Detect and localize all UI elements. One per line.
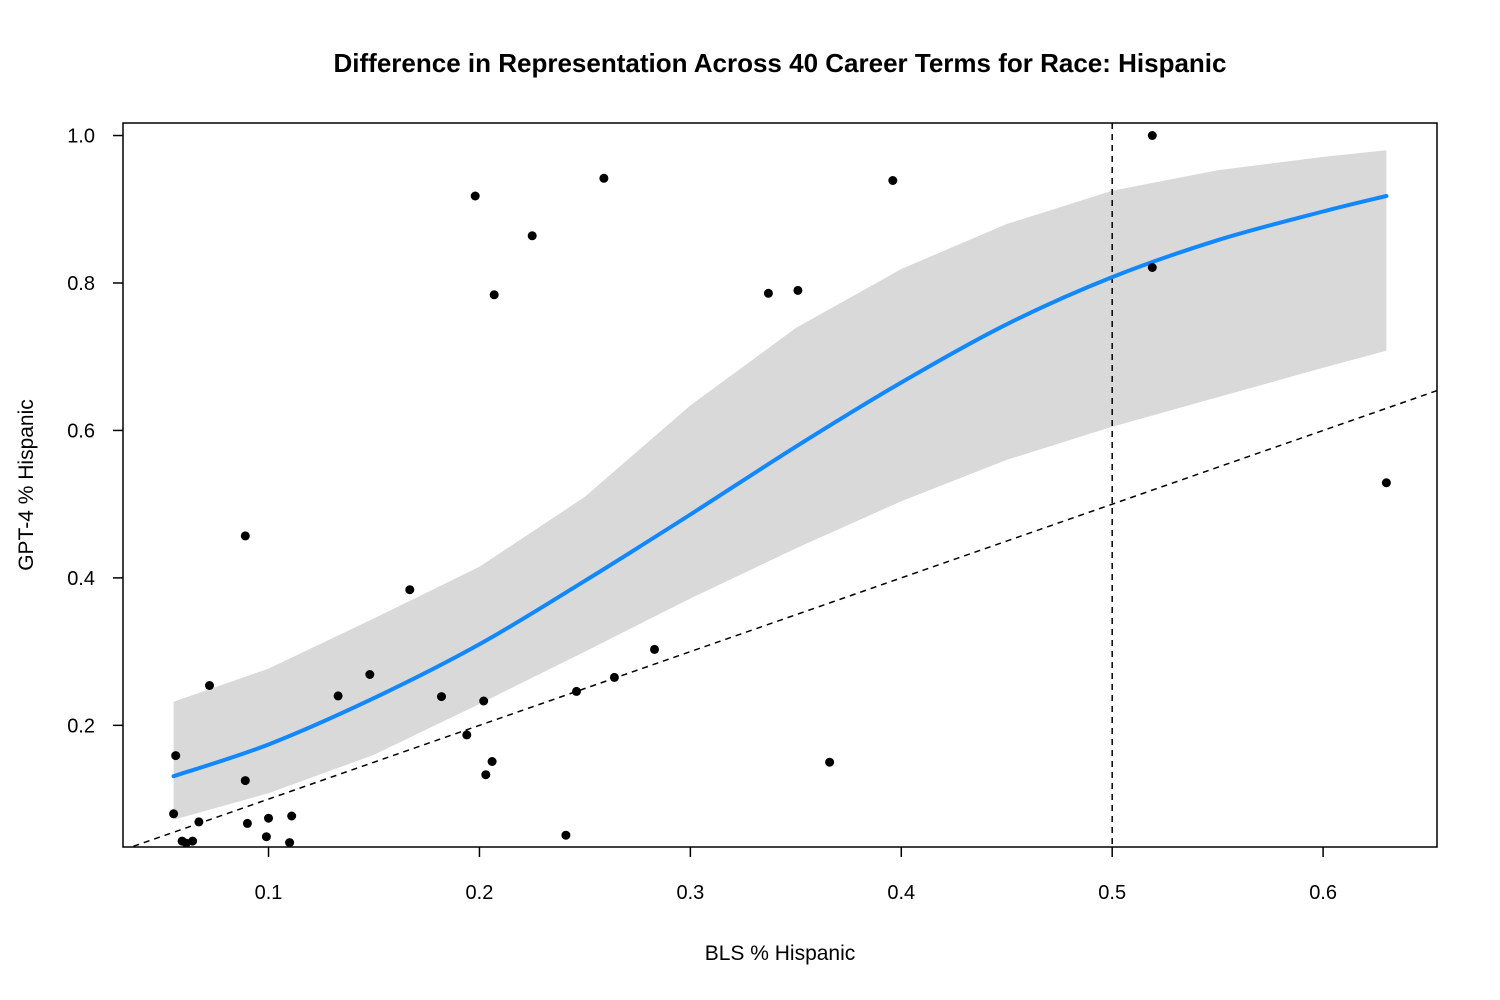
data-point — [205, 681, 214, 690]
data-point — [763, 288, 773, 298]
x-tick-label: 0.6 — [1309, 882, 1337, 904]
data-point — [489, 290, 499, 300]
data-point — [462, 730, 472, 740]
y-tick-label: 0.6 — [67, 420, 95, 442]
x-tick-label: 0.5 — [1098, 882, 1126, 904]
data-point — [437, 692, 446, 702]
data-point — [242, 818, 252, 828]
x-tick-label: 0.3 — [676, 882, 704, 904]
data-point — [572, 686, 581, 696]
data-point — [264, 813, 273, 823]
y-tick-label: 0.8 — [67, 273, 95, 295]
x-axis-label: BLS % Hispanic — [705, 942, 856, 965]
plot-area — [129, 123, 1437, 847]
x-tick-label: 0.1 — [255, 882, 283, 904]
fit-curve-line — [171, 194, 1389, 779]
data-point — [599, 173, 609, 183]
data-point — [365, 670, 375, 679]
data-point — [1147, 263, 1157, 272]
data-point — [609, 672, 619, 682]
y-axis: 0.2 0.4 0.6 0.8 1.0 — [67, 126, 123, 737]
confidence-band — [173, 150, 1387, 820]
y-axis-label: GPT-4 % Hispanic — [15, 399, 38, 571]
y-tick-label: 1.0 — [67, 126, 95, 148]
data-point — [825, 757, 835, 767]
data-point — [527, 231, 537, 241]
y-tick-label: 0.4 — [67, 568, 95, 590]
data-point — [1381, 478, 1391, 488]
data-point — [650, 644, 659, 654]
data-point — [405, 585, 415, 595]
data-point — [481, 770, 491, 780]
x-axis: 0.1 0.2 0.3 0.4 0.5 0.6 — [255, 847, 1337, 904]
data-point — [171, 751, 181, 761]
data-point — [561, 830, 571, 840]
data-point — [285, 838, 295, 847]
data-point — [240, 531, 250, 541]
data-point — [479, 696, 489, 706]
x-tick-label: 0.4 — [887, 882, 915, 904]
data-point — [287, 811, 297, 821]
data-point — [888, 176, 898, 185]
data-point — [240, 776, 250, 786]
data-point — [470, 191, 480, 201]
identity-reference-line — [129, 389, 1437, 847]
plot-frame — [122, 122, 1438, 848]
data-point — [487, 757, 497, 766]
data-point — [169, 809, 179, 819]
chart-title: Difference in Representation Across 40 C… — [334, 48, 1227, 78]
data-point — [188, 836, 198, 846]
x-tick-label: 0.2 — [466, 882, 494, 904]
data-point — [793, 285, 803, 295]
data-point — [333, 691, 343, 701]
y-tick-label: 0.2 — [67, 715, 95, 737]
data-point — [194, 817, 204, 827]
data-point — [1147, 131, 1157, 140]
data-point — [261, 832, 271, 842]
